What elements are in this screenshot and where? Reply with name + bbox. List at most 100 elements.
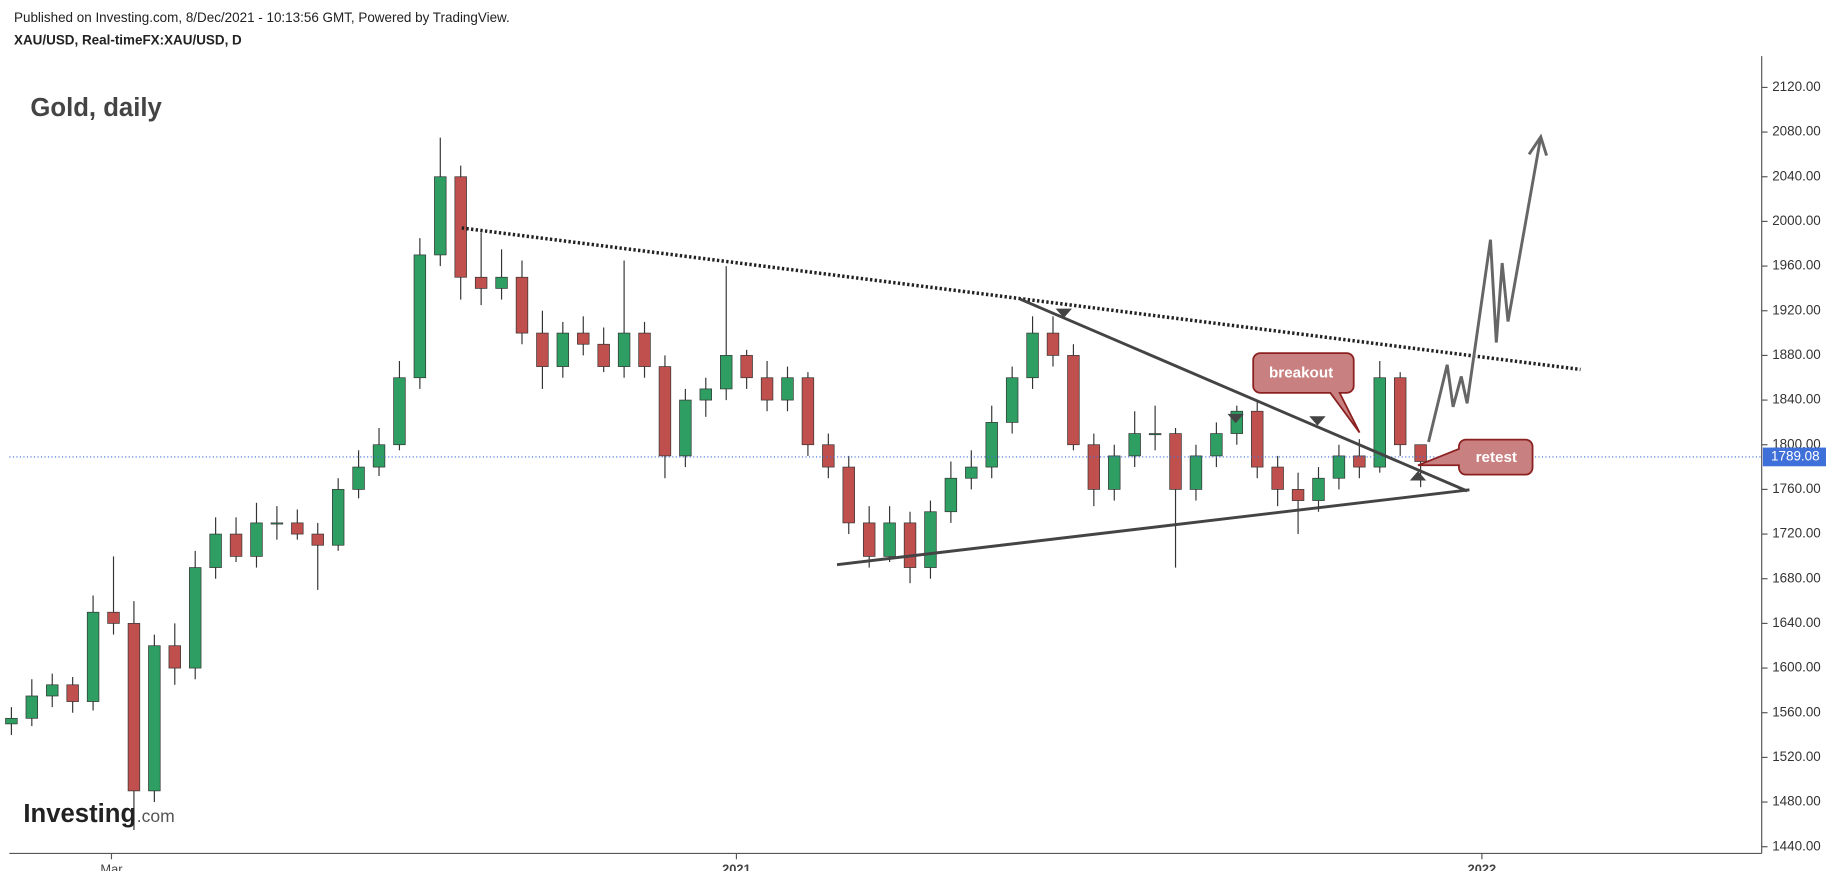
candle-body <box>1148 433 1162 436</box>
y-tick-label: 2120.00 <box>1772 79 1821 94</box>
candle-body <box>495 276 508 289</box>
y-tick-label: 2080.00 <box>1772 124 1821 139</box>
candle-body <box>189 567 202 669</box>
candle-body <box>862 522 876 557</box>
triangle-lower <box>836 488 1470 567</box>
candle-body <box>250 522 263 557</box>
candle-body <box>413 254 427 379</box>
candle-body <box>1189 455 1203 490</box>
y-tick-label: 2000.00 <box>1772 213 1821 228</box>
candle-body <box>679 399 692 457</box>
candle-body <box>1373 377 1386 468</box>
retest-callout <box>1417 438 1534 476</box>
candle-body <box>781 377 794 401</box>
candle-body <box>1251 410 1264 468</box>
candle-body <box>638 332 651 367</box>
breakout-label: breakout <box>1269 365 1333 382</box>
triangle-upper <box>1019 297 1468 493</box>
last-price-badge <box>1762 447 1826 467</box>
candle-body <box>127 623 141 792</box>
candle-body <box>760 377 774 401</box>
candle-body <box>434 176 447 256</box>
candle-body <box>46 684 59 697</box>
last-price-label: 1789.08 <box>1771 448 1820 463</box>
y-tick-label: 1560.00 <box>1772 704 1821 719</box>
candle-body <box>393 377 406 446</box>
candle-body <box>5 717 18 725</box>
y-tick-label: 1880.00 <box>1772 347 1821 362</box>
projection-path <box>1427 136 1543 443</box>
candle-body <box>1005 377 1019 423</box>
candle-body <box>577 332 590 345</box>
candle-body <box>331 489 345 546</box>
projection-arrowhead <box>1527 133 1548 156</box>
symbol-label: XAU/USD, Real-timeFX:XAU/USD, D <box>14 32 242 47</box>
chart-title: Gold, daily <box>30 94 162 122</box>
candle-body <box>209 533 222 568</box>
candle-body <box>515 276 529 334</box>
y-tick-label: 1960.00 <box>1772 258 1821 273</box>
candle-body <box>1210 433 1223 457</box>
candle-body <box>1128 433 1141 457</box>
logo-suffix: .com <box>137 806 175 826</box>
candle-body <box>311 533 324 546</box>
breakout-callout <box>1252 352 1361 434</box>
candle-body <box>148 645 161 792</box>
y-tick-label: 1800.00 <box>1772 436 1821 451</box>
y-tick-label: 1480.00 <box>1772 794 1821 809</box>
candle-body <box>352 466 365 490</box>
candle-body <box>66 684 79 702</box>
candle-body <box>740 355 753 379</box>
y-tick-label: 1520.00 <box>1772 749 1821 764</box>
candle-body <box>1271 466 1284 490</box>
y-tick-label: 1600.00 <box>1772 660 1821 675</box>
candle-body <box>1332 455 1346 479</box>
published-note: Published on Investing.com, 8/Dec/2021 -… <box>14 10 510 25</box>
y-tick-label: 1640.00 <box>1772 615 1821 630</box>
candle-body <box>1393 377 1407 446</box>
candle-body <box>617 332 631 367</box>
candle-body <box>556 332 570 367</box>
candle-body <box>454 176 467 278</box>
candle-body <box>924 511 937 568</box>
candle-body <box>658 366 672 457</box>
candle-body <box>536 332 549 367</box>
candle-body <box>842 466 855 524</box>
candle-body <box>86 611 100 702</box>
candle-body <box>1230 410 1244 434</box>
candle-body <box>597 343 610 367</box>
candle-body <box>944 477 958 513</box>
candle-body <box>1108 455 1121 490</box>
candle-body <box>1414 444 1427 462</box>
candle-body <box>699 388 712 401</box>
candle-body <box>965 466 978 479</box>
candle-body <box>229 533 243 557</box>
candle-body <box>25 695 39 719</box>
candle-body <box>168 645 181 669</box>
candle-body <box>801 377 815 446</box>
x-tick-label: 2022 <box>1468 861 1497 871</box>
candle-body <box>903 522 917 568</box>
y-tick-label: 2040.00 <box>1772 168 1821 183</box>
x-tick-label: Mar <box>100 861 123 871</box>
y-tick-label: 1680.00 <box>1772 570 1821 585</box>
candle-body <box>883 522 896 557</box>
retest-label: retest <box>1476 449 1517 466</box>
y-tick-label: 1720.00 <box>1772 526 1821 541</box>
candle-body <box>1353 455 1366 468</box>
y-tick-label: 1760.00 <box>1772 481 1821 496</box>
candle-body <box>1046 332 1060 356</box>
plot-area: 1440.00 1480.00 1520.00 1560.00 1600.00 1640.… <box>5 56 1826 876</box>
candle-body <box>1291 489 1305 501</box>
logo-brand: Investing <box>23 800 136 828</box>
candle-body <box>822 444 835 468</box>
candle-body <box>270 522 284 525</box>
candle-body <box>107 611 120 624</box>
y-tick-label: 1920.00 <box>1772 302 1821 317</box>
y-tick-label: 1440.00 <box>1772 838 1821 853</box>
candle-body <box>1087 444 1101 490</box>
candle-body <box>1026 332 1039 379</box>
resistance-line <box>461 226 1581 372</box>
